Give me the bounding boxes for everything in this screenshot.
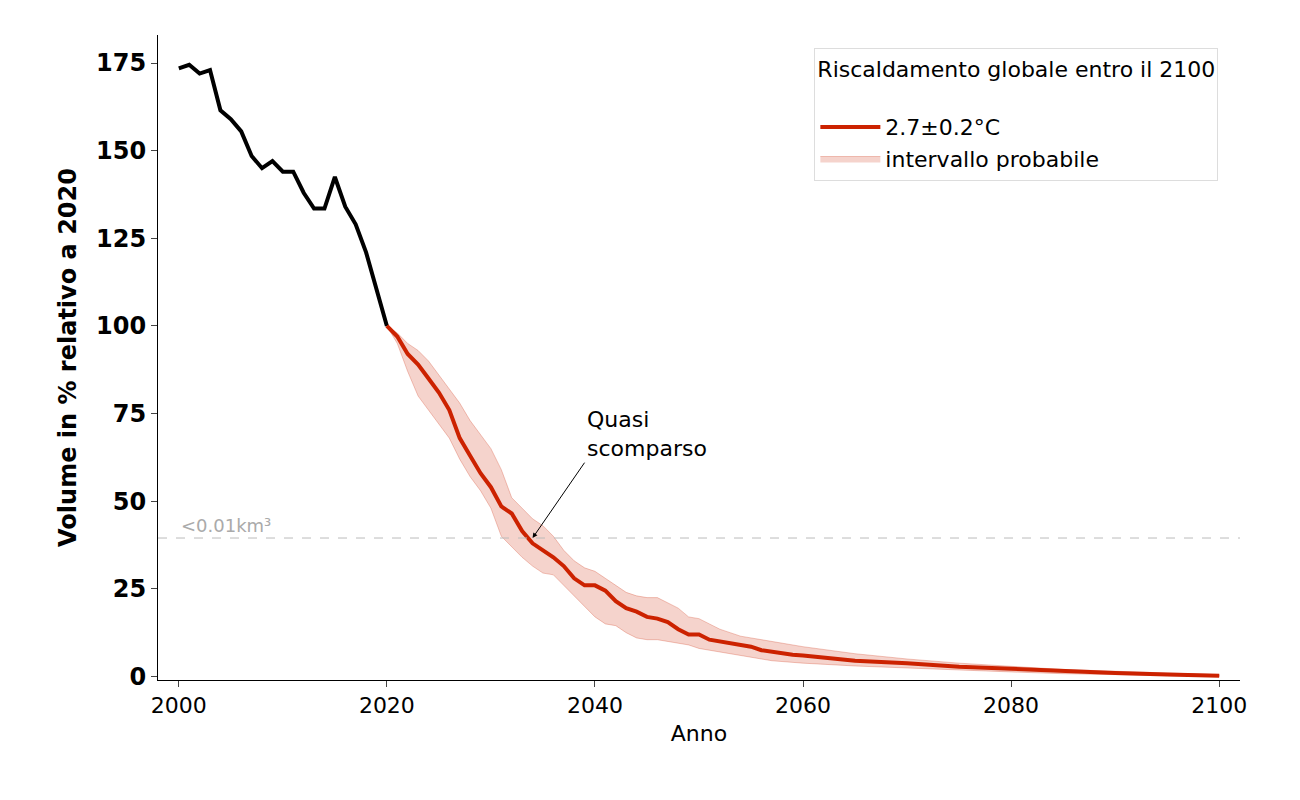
svg-text:175: 175 [96,49,146,77]
svg-text:2000: 2000 [151,693,207,718]
svg-text:2060: 2060 [775,693,831,718]
svg-text:150: 150 [96,137,146,165]
svg-text:2100: 2100 [1191,693,1247,718]
svg-text:Riscaldamento globale entro il: Riscaldamento globale entro il 2100 [817,58,1215,112]
svg-text:Quasiscomparso: Quasiscomparso [587,407,707,461]
svg-text:<0.01km³: <0.01km³ [181,515,271,536]
svg-text:2040: 2040 [567,693,623,718]
svg-text:2.7±0.2°C: 2.7±0.2°C [885,115,1000,140]
svg-text:Volume in % relativo a 2020: Volume in % relativo a 2020 [54,168,82,547]
svg-text:100: 100 [96,312,146,340]
svg-text:Anno: Anno [671,721,727,746]
svg-text:50: 50 [113,488,146,516]
svg-text:2020: 2020 [359,693,415,718]
svg-text:intervallo probabile: intervallo probabile [885,147,1099,172]
svg-text:0: 0 [129,663,146,691]
svg-text:125: 125 [96,225,146,253]
svg-text:25: 25 [113,575,146,603]
svg-text:75: 75 [113,400,146,428]
svg-text:2080: 2080 [983,693,1039,718]
